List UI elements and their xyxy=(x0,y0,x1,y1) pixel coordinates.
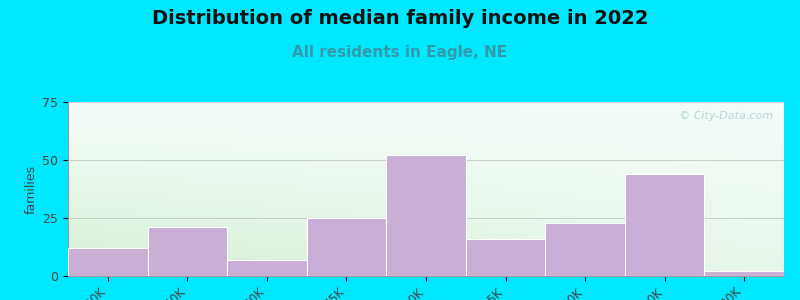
Bar xyxy=(306,218,386,276)
Text: © City-Data.com: © City-Data.com xyxy=(679,111,774,121)
Bar xyxy=(227,260,306,276)
Bar xyxy=(68,248,147,276)
Y-axis label: families: families xyxy=(25,164,38,214)
Bar xyxy=(147,227,227,276)
Bar xyxy=(466,239,546,276)
Bar xyxy=(386,155,466,276)
Text: Distribution of median family income in 2022: Distribution of median family income in … xyxy=(152,9,648,28)
Text: All residents in Eagle, NE: All residents in Eagle, NE xyxy=(293,45,507,60)
Bar xyxy=(625,174,705,276)
Bar xyxy=(705,272,784,276)
Bar xyxy=(546,223,625,276)
